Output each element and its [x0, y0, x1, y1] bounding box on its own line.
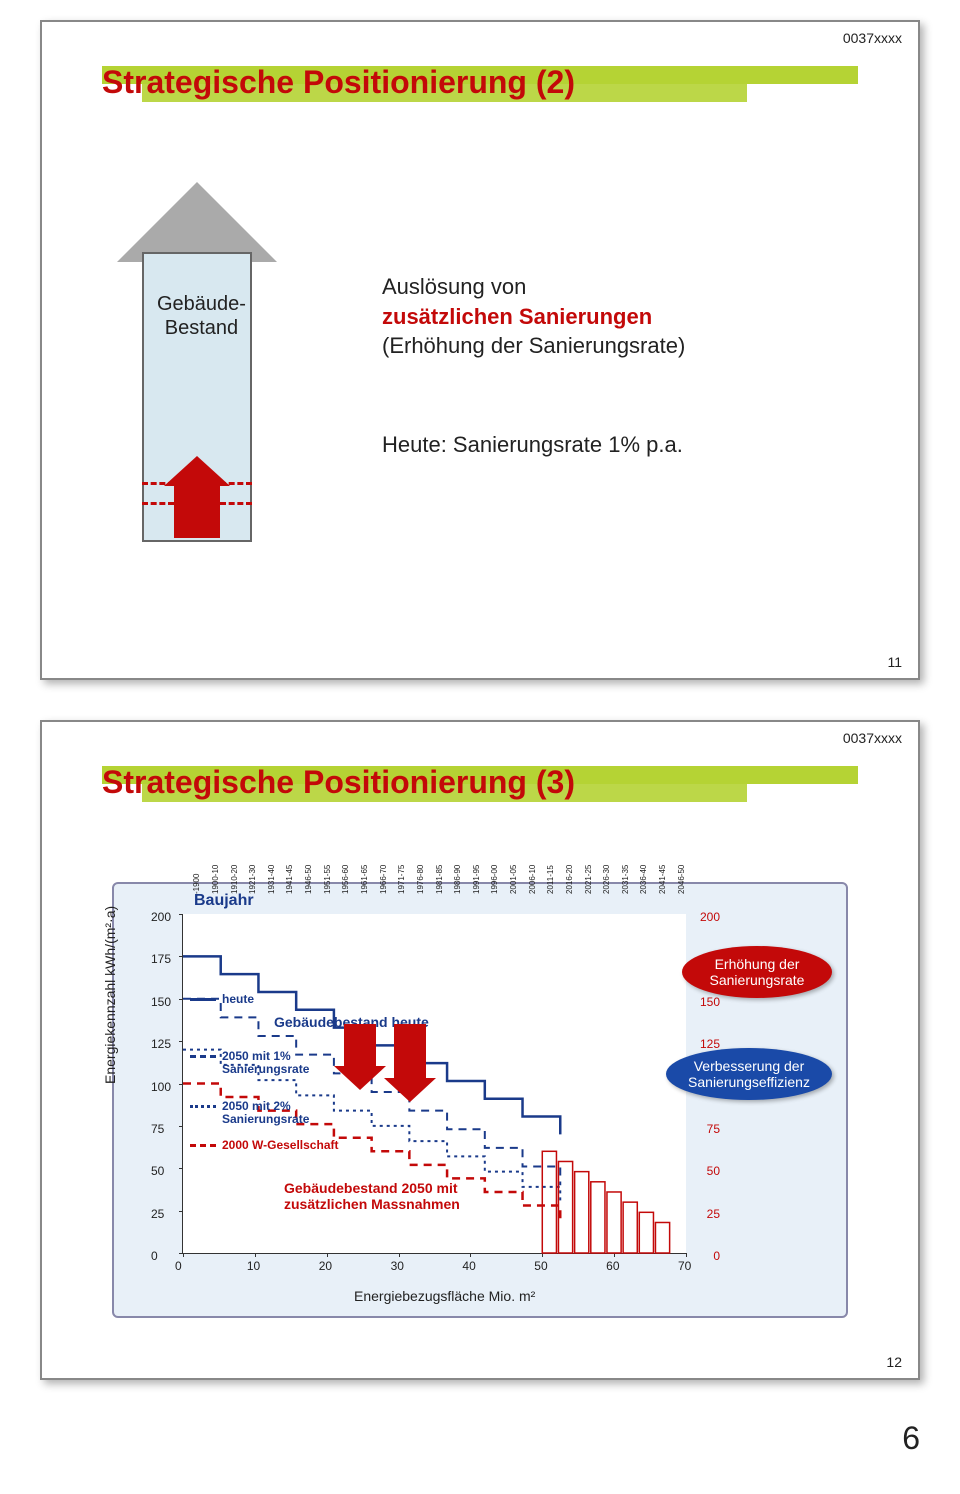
slide-11: 0037xxxx Strategische Positionierung (2)… — [40, 20, 920, 680]
slide-number: 11 — [887, 654, 902, 670]
doc-code: 0037xxxx — [843, 730, 902, 746]
callout-sanierungsrate: Erhöhung derSanierungsrate — [682, 946, 832, 998]
page-footer: 6 — [0, 1420, 960, 1457]
building-graphic: Gebäude- Bestand — [122, 182, 272, 562]
callout-effizienz: Verbesserung derSanierungseffizienz — [666, 1048, 832, 1100]
title-band: Strategische Positionierung (2) — [102, 58, 858, 118]
red-arrow-icon — [344, 1024, 376, 1068]
slide-number: 12 — [886, 1354, 902, 1370]
text-block-2: Heute: Sanierungsrate 1% p.a. — [382, 432, 683, 458]
chart-label-2050: Gebäudebestand 2050 mit zusätzlichen Mas… — [284, 1180, 460, 1212]
doc-code: 0037xxxx — [843, 30, 902, 46]
text-block-1: Auslösung von zusätzlichen Sanierungen (… — [382, 272, 685, 361]
building-label: Gebäude- Bestand — [157, 292, 246, 340]
legend-1pct: 2050 mit 1% Sanierungsrate — [190, 1050, 309, 1075]
y-axis-label: Energiekennzahl kWh/(m²·a) — [102, 906, 118, 1084]
red-arrow-icon — [394, 1024, 426, 1080]
slide-title: Strategische Positionierung (2) — [102, 64, 575, 101]
slide-title: Strategische Positionierung (3) — [102, 764, 575, 801]
baujahr-label: Baujahr — [194, 892, 254, 910]
slide-12: 0037xxxx Strategische Positionierung (3)… — [40, 720, 920, 1380]
legend-heute: heute — [190, 992, 254, 1006]
x-axis-label: Energiebezugsfläche Mio. m² — [354, 1288, 535, 1304]
chart-panel: Baujahr Energiekennzahl kWh/(m²·a) 02550… — [112, 882, 848, 1318]
legend-2pct: 2050 mit 2% Sanierungsrate — [190, 1100, 309, 1125]
legend-2000w: 2000 W-Gesellschaft — [190, 1138, 338, 1152]
title-band: Strategische Positionierung (3) — [102, 758, 858, 818]
